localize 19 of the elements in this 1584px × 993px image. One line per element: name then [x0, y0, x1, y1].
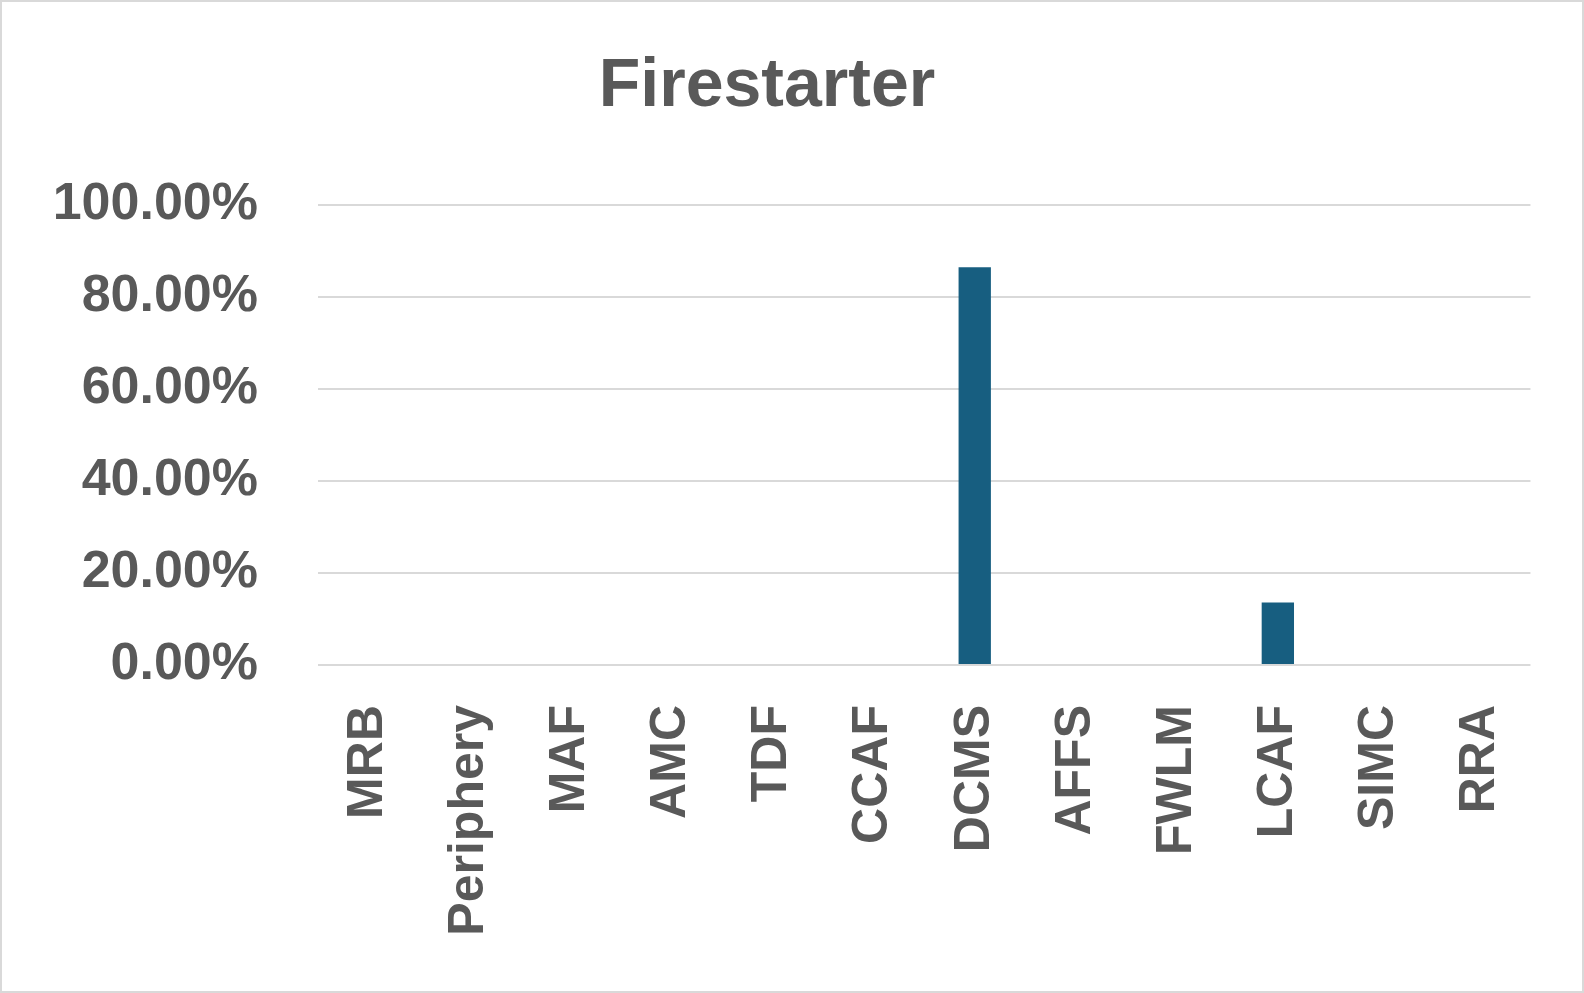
x-tick-label: MAF	[539, 705, 596, 814]
x-tick-label: RRA	[1448, 705, 1505, 814]
x-tick-label: DCMS	[943, 705, 1000, 853]
y-tick-label: 80.00%	[81, 264, 258, 323]
y-tick-label: 60.00%	[81, 356, 258, 415]
x-tick-label: TDF	[741, 705, 798, 803]
y-tick-label: 40.00%	[81, 448, 258, 507]
x-tick-label: FWLM	[1145, 705, 1202, 855]
x-tick-label: Periphery	[438, 704, 495, 936]
chart-title: Firestarter	[598, 43, 936, 120]
x-tick-label: AMC	[640, 705, 697, 819]
x-tick-label: LCAF	[1246, 705, 1303, 839]
y-tick-label: 20.00%	[81, 540, 258, 599]
x-tick-label: CCAF	[842, 705, 899, 844]
x-tick-label: SIMC	[1347, 705, 1404, 830]
x-tick-label: MRB	[337, 705, 394, 819]
y-tick-label: 0.00%	[110, 632, 258, 691]
x-tick-label: AFFS	[1044, 705, 1101, 836]
y-tick-label: 100.00%	[52, 171, 258, 230]
